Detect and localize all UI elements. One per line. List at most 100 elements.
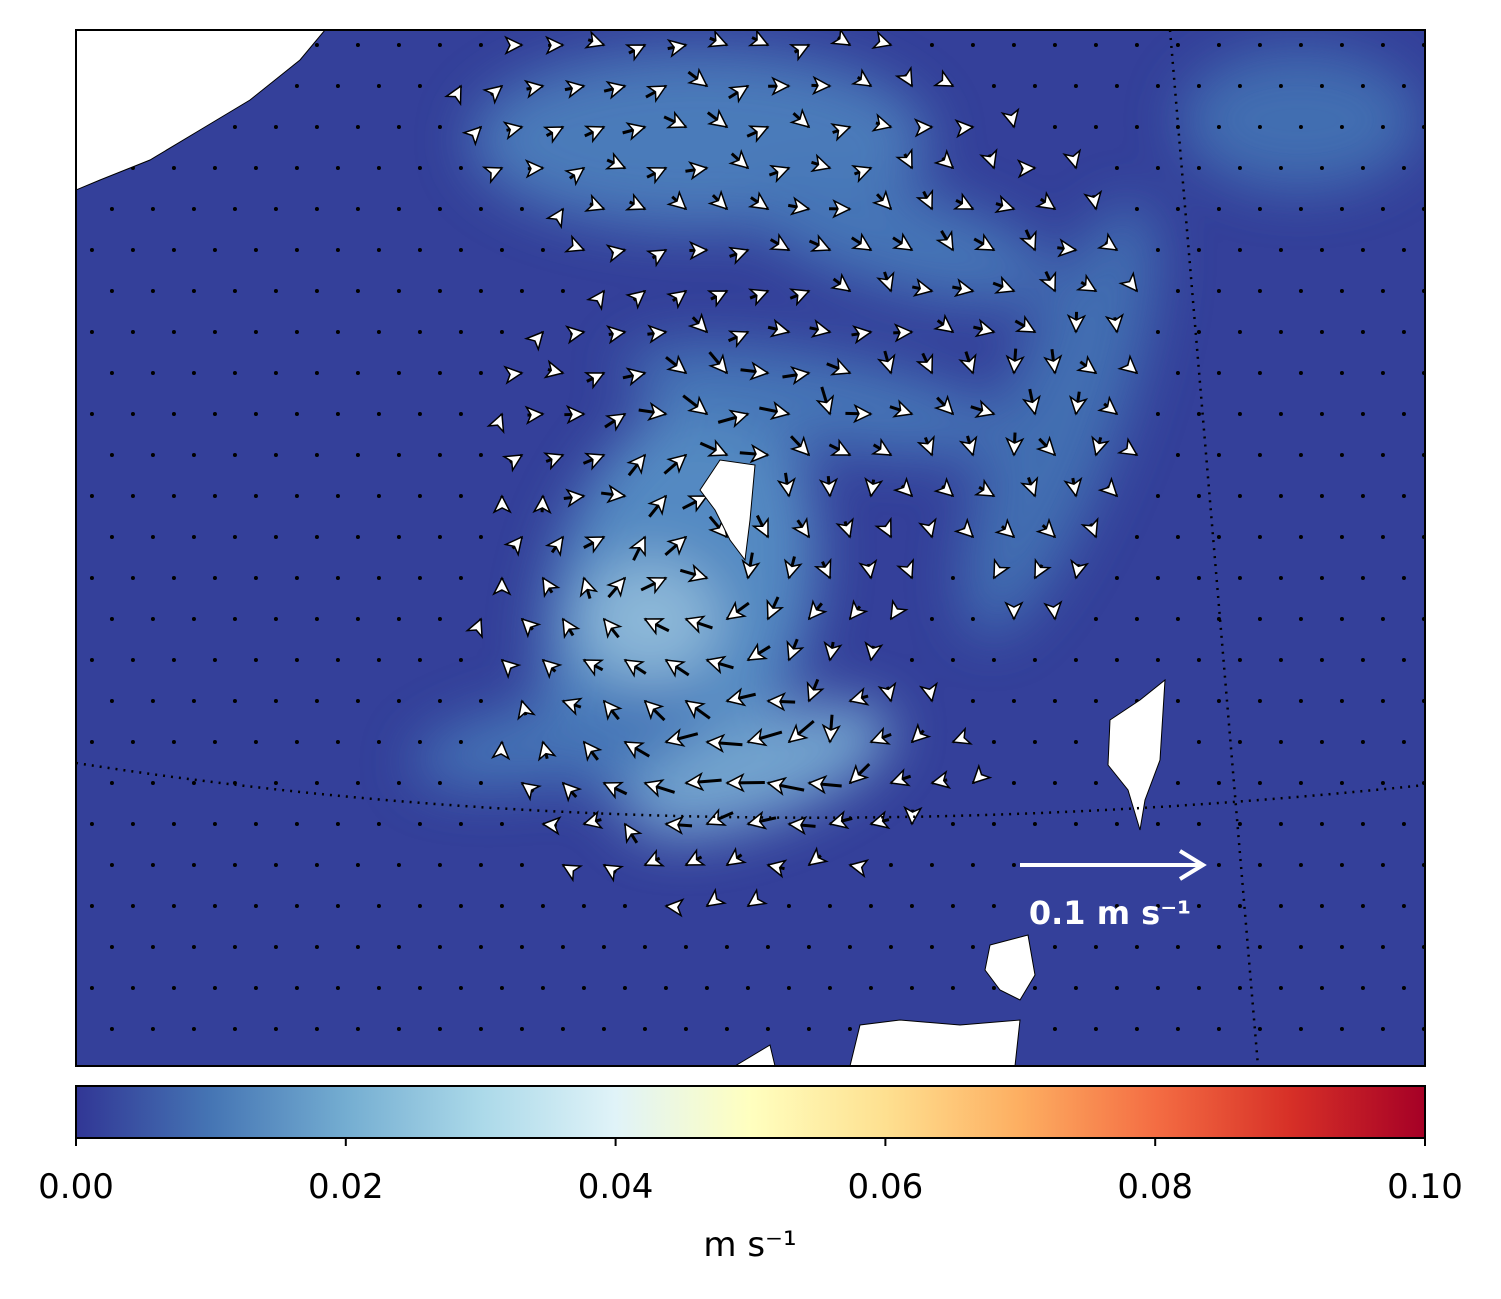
vector-dot <box>295 494 299 498</box>
vector-dot <box>766 945 770 949</box>
vector-dot <box>1135 945 1139 949</box>
vector-dot <box>110 699 114 703</box>
vector-dot <box>1320 248 1324 252</box>
vector-dot <box>397 945 401 949</box>
vector-dot <box>1012 863 1016 867</box>
vector-dot <box>1197 740 1201 744</box>
vector-dot <box>1217 699 1221 703</box>
vector-dot <box>746 986 750 990</box>
vector-dot <box>356 371 360 375</box>
vector-dot <box>213 494 217 498</box>
vector-dot <box>479 371 483 375</box>
vector-dot <box>643 1027 647 1031</box>
vector-dot <box>479 207 483 211</box>
vector-dot <box>274 699 278 703</box>
vector-dot <box>1299 535 1303 539</box>
vector-dot <box>459 248 463 252</box>
vector-dot <box>459 658 463 662</box>
vector-dot <box>1176 699 1180 703</box>
vector-dot <box>295 904 299 908</box>
vector-dot <box>459 412 463 416</box>
vector-dot <box>274 781 278 785</box>
vector-dot <box>1238 658 1242 662</box>
vector-dot <box>1238 166 1242 170</box>
vector-dot <box>869 986 873 990</box>
vector-dot <box>151 863 155 867</box>
colorbar-scale <box>76 1086 1425 1138</box>
vector-dot <box>274 617 278 621</box>
vector-dot <box>192 453 196 457</box>
vector-dot <box>295 412 299 416</box>
vector-dot <box>172 740 176 744</box>
vector-dot <box>192 371 196 375</box>
vector-dot <box>397 289 401 293</box>
vector-dot <box>541 248 545 252</box>
vector-dot <box>1361 658 1365 662</box>
vector-dot <box>910 658 914 662</box>
vector-dot <box>438 617 442 621</box>
vector-dot <box>1402 248 1406 252</box>
vector-dot <box>500 904 504 908</box>
vector-dot <box>1402 822 1406 826</box>
vector-dot <box>992 904 996 908</box>
vector-dot <box>787 904 791 908</box>
vector-dot <box>1238 248 1242 252</box>
vector-dot <box>1340 535 1344 539</box>
vector-dot <box>1074 986 1078 990</box>
vector-dot <box>1279 904 1283 908</box>
vector-dot <box>192 535 196 539</box>
vector-dot <box>192 699 196 703</box>
vector-dot <box>418 248 422 252</box>
vector-dot <box>459 330 463 334</box>
vector-dot <box>192 781 196 785</box>
vector-dot <box>131 412 135 416</box>
vector-dot <box>1320 576 1324 580</box>
vector-dot <box>1299 207 1303 211</box>
vector-dot <box>1340 453 1344 457</box>
vector-dot <box>172 330 176 334</box>
vector-dot <box>971 699 975 703</box>
vector-dot <box>1033 658 1037 662</box>
vector-dot <box>397 125 401 129</box>
vector-dot <box>1217 863 1221 867</box>
vector-dot <box>1176 453 1180 457</box>
vector-dot <box>541 904 545 908</box>
vector-dot <box>254 412 258 416</box>
vector-dot <box>520 207 524 211</box>
vector-dot <box>110 535 114 539</box>
vector-dot <box>90 412 94 416</box>
vector-dot <box>151 371 155 375</box>
vector-dot <box>172 986 176 990</box>
vector-dot <box>336 248 340 252</box>
vector-dot <box>172 658 176 662</box>
vector-dot <box>1074 822 1078 826</box>
vector-dot <box>213 740 217 744</box>
vector-dot <box>213 904 217 908</box>
vector-dot <box>1361 904 1365 908</box>
vector-dot <box>889 863 893 867</box>
vector-dot <box>1381 125 1385 129</box>
vector-dot <box>1361 84 1365 88</box>
vector-dot <box>1258 617 1262 621</box>
vector-dot <box>192 863 196 867</box>
vector-dot <box>315 535 319 539</box>
vector-dot <box>233 453 237 457</box>
vector-dot <box>336 904 340 908</box>
vector-dot <box>274 945 278 949</box>
vector-dot <box>233 289 237 293</box>
colorbar-tick-label: 0.02 <box>308 1167 384 1207</box>
vector-dot <box>418 412 422 416</box>
vector-dot <box>1053 699 1057 703</box>
vector-dot <box>1135 617 1139 621</box>
vector-dot <box>1381 781 1385 785</box>
vector-dot <box>131 248 135 252</box>
vector-dot <box>1279 658 1283 662</box>
vector-dot <box>1217 1027 1221 1031</box>
vector-dot <box>828 904 832 908</box>
vector-dot <box>1320 658 1324 662</box>
vector-dot <box>561 289 565 293</box>
vector-dot <box>315 43 319 47</box>
vector-dot <box>1217 125 1221 129</box>
vector-dot <box>172 822 176 826</box>
vector-dot <box>1258 699 1262 703</box>
